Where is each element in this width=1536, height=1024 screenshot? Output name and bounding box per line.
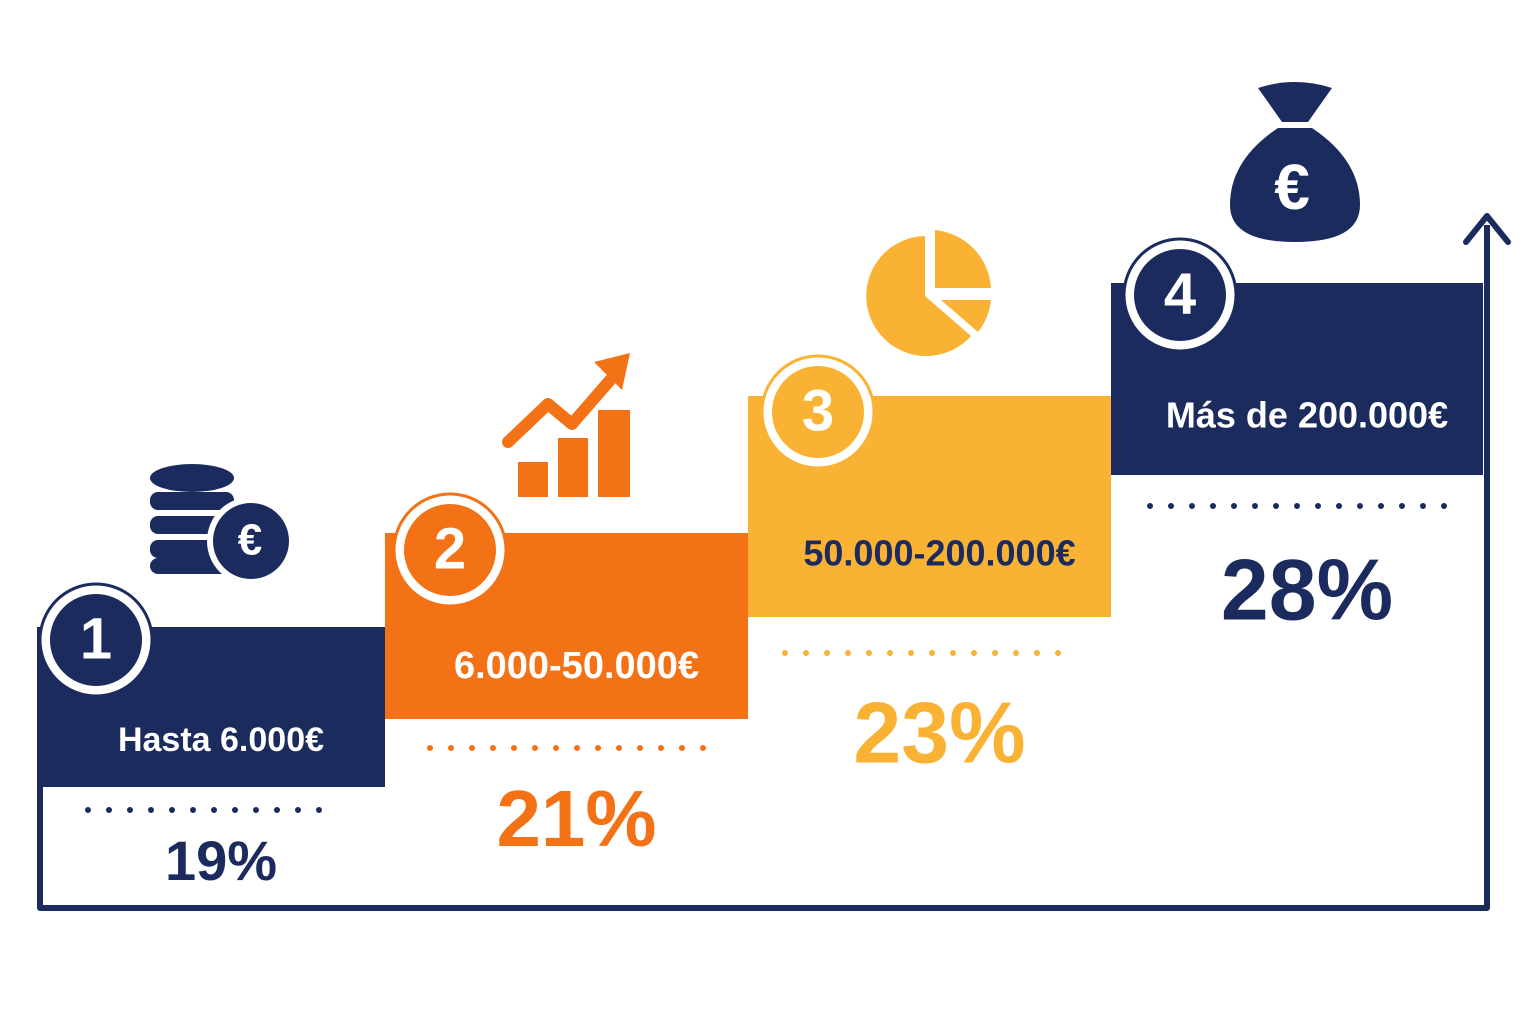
growth-icon bbox=[502, 353, 630, 497]
step-label: 50.000-200.000€ bbox=[803, 533, 1075, 574]
step-rate: 23% bbox=[853, 686, 1025, 782]
axis-arrow bbox=[1463, 213, 1511, 245]
step-badge bbox=[50, 594, 142, 686]
step-label: Más de 200.000€ bbox=[1166, 395, 1448, 436]
step-number: 1 bbox=[80, 606, 112, 671]
bag-symbol: € bbox=[1274, 151, 1310, 223]
coin-symbol: € bbox=[238, 516, 262, 565]
coins-icon: € bbox=[150, 464, 295, 585]
step-number: 2 bbox=[434, 516, 466, 581]
pie-icon bbox=[866, 230, 991, 356]
step-label: 6.000-50.000€ bbox=[454, 645, 699, 687]
step-badge bbox=[772, 366, 864, 458]
step-badge bbox=[1134, 249, 1226, 341]
step-rate: 19% bbox=[165, 829, 277, 892]
step-rate: 21% bbox=[496, 774, 656, 863]
step-number: 3 bbox=[802, 378, 834, 443]
step-number: 4 bbox=[1164, 261, 1196, 326]
money-bag-icon: € bbox=[1230, 82, 1360, 242]
step-label: Hasta 6.000€ bbox=[118, 721, 324, 759]
step-rate: 28% bbox=[1221, 543, 1393, 639]
step-badge bbox=[404, 504, 496, 596]
